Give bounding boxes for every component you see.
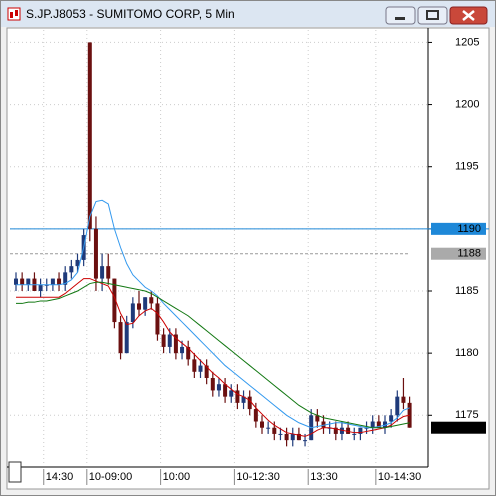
candle-body [266, 427, 271, 429]
candle-body [124, 322, 129, 354]
moving-average [16, 199, 410, 429]
candle-body [290, 433, 295, 441]
candle-body [352, 433, 357, 435]
price-label: 1174 [457, 422, 481, 434]
candle-body [284, 433, 289, 441]
candle-body [235, 390, 240, 403]
candle-body [223, 384, 228, 397]
candle-body [216, 384, 221, 391]
candle-body [247, 396, 252, 410]
price-label-box [431, 222, 486, 235]
candle-body [143, 297, 148, 310]
candle-body [339, 427, 344, 434]
y-tick-label: 1180 [455, 347, 479, 359]
candle-body [87, 42, 92, 229]
candle-body [204, 365, 209, 378]
candle-body [395, 396, 400, 416]
maximize-button[interactable] [417, 6, 448, 25]
moving-average [16, 278, 410, 437]
candle-body [75, 259, 80, 267]
candle-body [63, 272, 68, 285]
y-tick-label: 1205 [455, 36, 479, 48]
x-tick-label: 10-12:30 [236, 471, 279, 483]
candle-body [241, 396, 246, 403]
price-label-box [431, 421, 486, 434]
candle-body [38, 284, 43, 291]
candle-body [57, 278, 62, 285]
chart-panel [6, 27, 490, 490]
y-tick-label: 1175 [455, 409, 479, 421]
candle-body [167, 334, 172, 347]
candle-body [155, 303, 160, 335]
candle-body [229, 390, 234, 397]
candle-body [370, 421, 375, 428]
x-tick-label: 10:00 [163, 471, 191, 483]
candle-body [180, 346, 185, 354]
moving-average [16, 281, 410, 429]
candle-body [383, 421, 387, 428]
window-title: S.JP.J8053 - SUMITOMO CORP, 5 Min [26, 7, 235, 21]
candle-body [26, 278, 31, 285]
candle-body [358, 427, 363, 434]
candle-body [173, 334, 178, 354]
price-label-box [431, 247, 486, 260]
y-tick-label: 1195 [455, 161, 479, 173]
candle-body [321, 421, 326, 428]
candle-body [198, 365, 203, 372]
candle-body [186, 346, 191, 360]
candle-body [93, 228, 98, 279]
scroll-thumb[interactable] [8, 461, 22, 483]
candle-body [303, 440, 308, 442]
candle-body [376, 421, 381, 428]
candle-body [253, 409, 258, 422]
candle-body [118, 322, 123, 354]
x-tick-label: 14:30 [46, 471, 74, 483]
candle-body [192, 359, 197, 372]
candle-body [346, 427, 351, 434]
candle-body [260, 421, 264, 428]
candle-body [333, 427, 338, 434]
x-tick-label: 10-09:00 [89, 471, 132, 483]
plot: 1175 1180 1185 1190 1195 1200 1205 14:30 10-09:0… [10, 30, 489, 485]
candle-body [210, 378, 215, 391]
candle-body [100, 266, 105, 279]
candle-body [272, 427, 277, 434]
candle-body [389, 415, 394, 422]
candle-body [149, 297, 154, 304]
candle-body [112, 278, 117, 323]
candle-body [14, 278, 18, 285]
candle-body [278, 433, 283, 435]
candle-body [69, 266, 74, 273]
x-tick-label: 10-14:30 [378, 471, 421, 483]
close-button[interactable] [449, 6, 488, 25]
price-label: 1190 [457, 223, 481, 235]
candle-body [161, 334, 166, 347]
candle-body [296, 433, 301, 441]
candle-body [315, 415, 320, 422]
x-tick-label: 13:30 [310, 471, 338, 483]
candle-body [50, 278, 55, 285]
y-tick-label: 1185 [455, 285, 479, 297]
price-label: 1188 [457, 248, 481, 260]
minimize-button[interactable] [385, 6, 416, 25]
y-tick-label: 1200 [455, 98, 479, 110]
candle-body [20, 278, 25, 285]
candle-body [106, 266, 111, 279]
candle-body [401, 396, 406, 403]
candle-body [137, 303, 141, 310]
candle-body [130, 303, 135, 323]
app-icon [7, 7, 21, 21]
